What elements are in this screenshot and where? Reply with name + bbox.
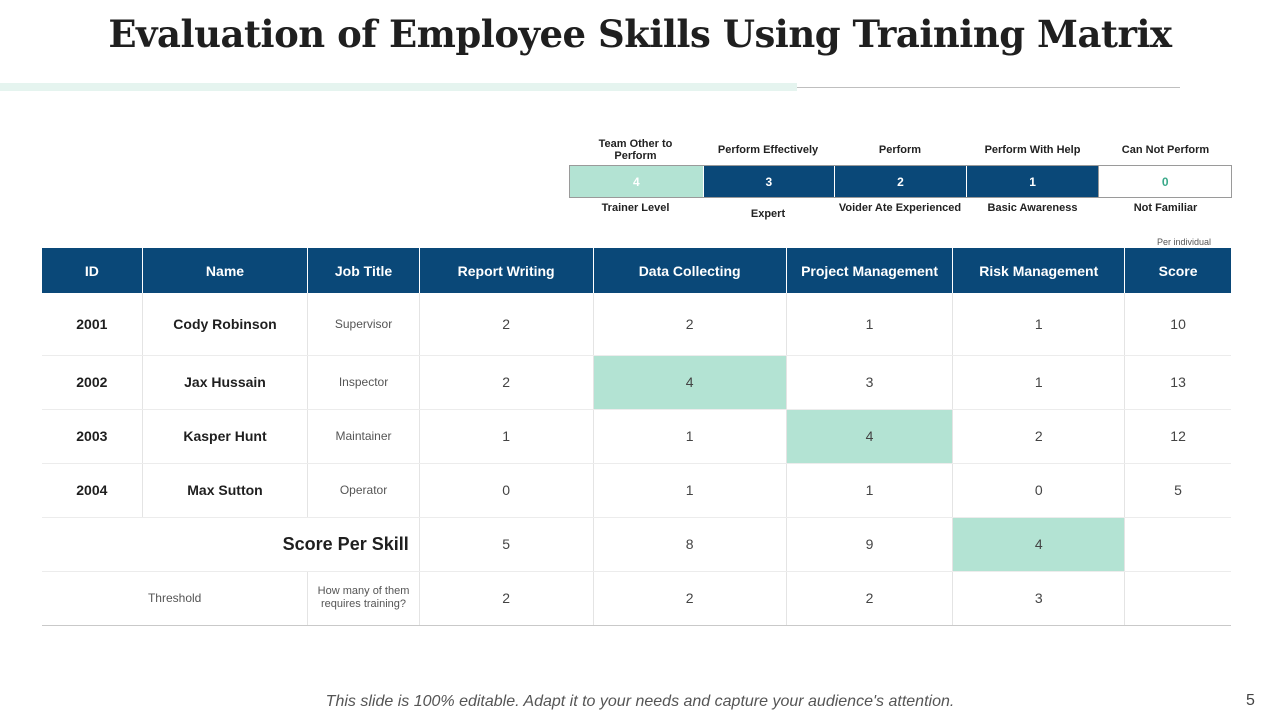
score-per-skill-row: Score Per Skill 5 8 9 4 [42,517,1231,572]
legend-level-2-value: 2 [834,166,966,197]
employee-score: 13 [1124,355,1231,410]
employee-id: 2001 [42,293,143,356]
skill-risk-management: 0 [952,463,1126,518]
skill-risk-management: 1 [952,355,1126,410]
table-row: 2004 Max Sutton Operator 0 1 1 0 5 [42,463,1231,518]
skill-project-management: 1 [786,463,954,518]
header-id: ID [42,248,143,293]
skill-report-writing: 0 [419,463,594,518]
score-report-writing: 5 [419,517,594,572]
job-title: Supervisor [307,293,420,356]
skill-report-writing: 2 [419,355,594,410]
footer-note: This slide is 100% editable. Adapt it to… [325,693,955,710]
score-data-collecting: 8 [593,517,787,572]
employee-id: 2004 [42,463,143,518]
threshold-project-management: 2 [786,571,954,626]
employee-name: Jax Hussain [142,355,309,410]
threshold-report-writing: 2 [419,571,594,626]
skill-risk-management: 2 [952,409,1126,464]
employee-score: 12 [1124,409,1231,464]
legend-level-4-description: Team Other to Perform [598,137,673,162]
legend-level-0-value: 0 [1098,166,1231,197]
legend-level-1-label: Basic Awareness [987,202,1078,214]
score-per-skill-label: Score Per Skill [42,517,420,572]
header-name: Name [142,248,309,293]
skill-report-writing: 1 [419,409,594,464]
legend-level-0-description: Can Not Perform [1121,143,1210,156]
threshold-data-collecting: 2 [593,571,787,626]
employee-id: 2002 [42,355,143,410]
header-data-collecting: Data Collecting [593,248,787,293]
threshold-question: How many of them requires training? [307,571,420,626]
employee-id: 2003 [42,409,143,464]
skill-data-collecting: 1 [593,409,787,464]
employee-score: 10 [1124,293,1231,356]
employee-score: 5 [1124,463,1231,518]
header-project-management: Project Management [786,248,954,293]
skill-project-management: 4 [786,409,954,464]
skill-level-legend: Team Other to Perform Perform Effectivel… [569,134,1232,228]
score-project-management: 9 [786,517,954,572]
legend-level-0-label: Not Familiar [1133,202,1198,214]
skill-project-management: 1 [786,293,954,356]
legend-level-3-label: Expert [750,208,786,220]
threshold-row: Threshold How many of them requires trai… [42,571,1231,626]
title-divider-line [797,87,1180,88]
score-risk-management: 4 [952,517,1126,572]
legend-level-2-label: Voider Ate Experienced [838,202,962,214]
table-header-row: ID Name Job Title Report Writing Data Co… [42,248,1231,293]
page-number: 5 [1246,692,1255,709]
table-row: 2001 Cody Robinson Supervisor 2 2 1 1 10 [42,293,1231,356]
header-risk-management: Risk Management [952,248,1126,293]
table-row: 2002 Jax Hussain Inspector 2 4 3 1 13 [42,355,1231,410]
employee-name: Kasper Hunt [142,409,309,464]
job-title: Maintainer [307,409,420,464]
score-empty [1124,517,1231,572]
header-score: Score [1124,248,1231,293]
legend-level-4-value: 4 [570,166,703,197]
employee-name: Max Sutton [142,463,309,518]
skill-project-management: 3 [786,355,954,410]
employee-name: Cody Robinson [142,293,309,356]
threshold-label: Threshold [42,571,309,626]
skill-risk-management: 1 [952,293,1126,356]
job-title: Inspector [307,355,420,410]
legend-level-1-description: Perform With Help [984,143,1081,156]
legend-level-3-description: Perform Effectively [717,143,819,156]
skill-report-writing: 2 [419,293,594,356]
header-job-title: Job Title [307,248,420,293]
threshold-empty [1124,571,1231,626]
header-report-writing: Report Writing [419,248,594,293]
title-accent-bar [0,83,797,91]
legend-level-1-value: 1 [965,166,1099,197]
skill-data-collecting: 4 [593,355,787,410]
legend-level-2-description: Perform [878,143,922,156]
skill-data-collecting: 1 [593,463,787,518]
slide-title: Evaluation of Employee Skills Using Trai… [108,12,1172,56]
legend-level-4-label: Trainer Level [601,202,670,214]
training-matrix-table: ID Name Job Title Report Writing Data Co… [42,248,1231,626]
per-individual-note: Per individual [1157,237,1212,247]
skill-data-collecting: 2 [593,293,787,356]
legend-level-3-value: 3 [702,166,835,197]
job-title: Operator [307,463,420,518]
threshold-risk-management: 3 [952,571,1126,626]
table-row: 2003 Kasper Hunt Maintainer 1 1 4 2 12 [42,409,1231,464]
